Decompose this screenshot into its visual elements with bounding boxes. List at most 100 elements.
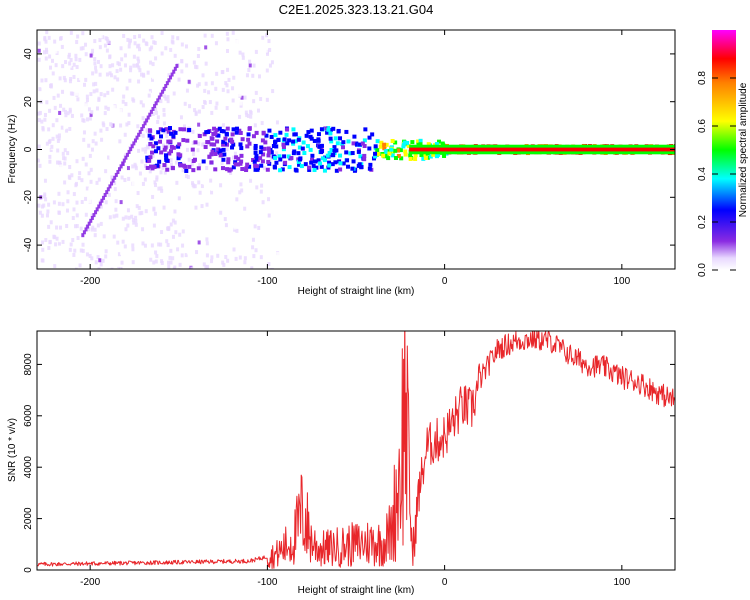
heatmap-scatter-cell — [152, 40, 156, 45]
heatmap-scatter-cell — [259, 255, 263, 260]
heatmap-scatter-cell — [75, 40, 79, 45]
heatmap-scatter-cell — [141, 103, 145, 108]
heatmap-band-cell — [244, 166, 249, 171]
heatmap-band-cell — [393, 156, 398, 161]
heatmap-scatter-cell — [81, 242, 85, 247]
heatmap-scatter-cell — [160, 30, 164, 35]
heatmap-scatter-cell — [52, 234, 56, 239]
heatmap-streak-cell — [121, 161, 125, 166]
heatmap-band-cell — [229, 137, 234, 142]
heatmap-band-cell — [319, 150, 324, 155]
heatmap-band-cell — [330, 162, 335, 167]
heatmap-scatter-cell — [132, 220, 136, 225]
heatmap-scatter-cell — [128, 78, 132, 83]
heatmap-scatter-cell — [267, 262, 271, 267]
heatmap-scatter-cell — [98, 72, 102, 77]
heatmap-scatter-cell — [253, 224, 257, 229]
heatmap-band-cell — [326, 165, 331, 170]
heatmap-streak-cell — [140, 127, 144, 132]
heatmap-scatter-cell — [60, 44, 64, 49]
heatmap-scatter-cell — [113, 36, 117, 41]
heatmap-scatter-cell — [45, 213, 49, 218]
heatmap-streak-cell — [97, 204, 101, 209]
heatmap-scatter-cell — [134, 219, 138, 224]
heatmap-scatter-cell — [197, 141, 201, 146]
heatmap-scatter-cell — [80, 178, 84, 183]
heatmap-band-cell — [308, 147, 313, 152]
heatmap-band-cell — [259, 145, 264, 150]
heatmap-scatter-cell — [90, 209, 94, 214]
heatmap-scatter-cell — [154, 56, 158, 61]
heatmap-scatter-cell — [111, 228, 115, 233]
heatmap-scatter-cell — [84, 77, 88, 82]
heatmap-band-cell — [389, 147, 394, 152]
heatmap-scatter-cell — [232, 247, 236, 252]
heatmap-scatter-cell — [50, 58, 54, 63]
heatmap-scatter-cell — [58, 110, 62, 115]
heatmap-band-cell — [162, 163, 167, 168]
heatmap-scatter-cell — [107, 192, 111, 197]
heatmap-scatter-cell — [119, 67, 123, 72]
heatmap-band-cell — [382, 146, 387, 151]
heatmap-band-cell — [396, 153, 401, 158]
heatmap-streak-cell — [127, 149, 131, 154]
heatmap-scatter-cell — [102, 234, 106, 239]
heatmap-band-cell — [269, 134, 274, 139]
heatmap-scatter-cell — [134, 222, 138, 227]
heatmap-scatter-cell — [253, 123, 257, 128]
heatmap-band-cell — [191, 168, 196, 173]
heatmap-band-cell — [273, 156, 278, 161]
heatmap-band-cell — [267, 128, 272, 133]
heatmap-band-cell — [207, 154, 212, 159]
heatmap-scatter-cell — [68, 61, 72, 66]
heatmap-scatter-cell — [85, 94, 89, 99]
colorbar: 0.0 0.2 0.4 0.6 0.8 Normalized spectral ampl… — [697, 30, 749, 277]
heatmap-scatter-cell — [190, 162, 194, 167]
heatmap-scatter-cell — [37, 266, 41, 269]
heatmap-scatter-cell — [55, 236, 59, 241]
heatmap-scatter-cell — [163, 170, 167, 175]
heatmap-scatter-cell — [48, 54, 52, 59]
heatmap-scatter-cell — [138, 171, 142, 176]
heatmap-scatter-cell — [75, 213, 79, 218]
heatmap-band-cell — [273, 139, 278, 144]
heatmap-scatter-cell — [159, 99, 163, 104]
heatmap-scatter-cell — [75, 224, 79, 229]
heatmap-scatter-cell — [47, 127, 51, 132]
heatmap-scatter-cell — [239, 101, 243, 106]
heatmap-band-cell — [323, 155, 328, 160]
heatmap-band-cell — [205, 140, 210, 145]
heatmap-band-cell — [222, 152, 227, 157]
heatmap-scatter-cell — [96, 59, 100, 64]
heatmap-scatter-cell — [37, 57, 41, 62]
heatmap-scatter-cell — [181, 243, 185, 248]
heatmap-band-cell — [158, 134, 163, 139]
heatmap-scatter-cell — [229, 180, 233, 185]
heatmap-scatter-cell — [196, 209, 200, 214]
heatmap-scatter-cell — [254, 49, 258, 54]
heatmap-scatter-cell — [122, 33, 126, 38]
heatmap-scatter-cell — [42, 203, 46, 208]
heatmap-scatter-cell — [56, 160, 60, 165]
colorbar-gradient — [712, 30, 736, 270]
heatmap-scatter-cell — [74, 53, 78, 58]
heatmap-scatter-cell — [52, 200, 56, 205]
heatmap-scatter-cell — [114, 207, 118, 212]
heatmap-scatter-cell — [148, 105, 152, 110]
heatmap-scatter-cell — [159, 170, 163, 175]
heatmap-band-cell — [283, 160, 288, 165]
heatmap-scatter-cell — [214, 41, 218, 46]
heatmap-scatter-cell — [172, 266, 176, 269]
heatmap-scatter-cell — [225, 106, 229, 111]
heatmap-band-cell — [217, 126, 222, 131]
heatmap-scatter-cell — [84, 42, 88, 47]
heatmap-scatter-cell — [86, 117, 90, 122]
heatmap-scatter-cell — [73, 248, 77, 253]
heatmap-band-cell — [193, 140, 198, 145]
heatmap-scatter-cell — [118, 86, 122, 91]
heatmap-band-cell — [291, 141, 296, 146]
heatmap-scatter-cell — [231, 86, 235, 91]
heatmap-scatter-cell — [229, 170, 233, 175]
heatmap-band-cell — [291, 139, 296, 144]
heatmap-band-cell — [421, 156, 426, 161]
